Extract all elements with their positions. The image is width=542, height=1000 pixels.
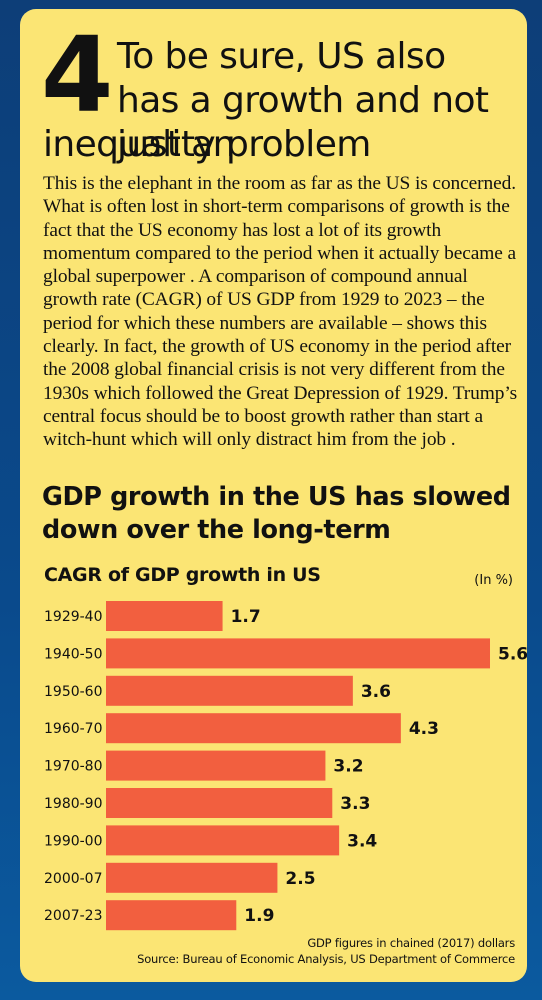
bar — [106, 825, 340, 856]
bar — [106, 601, 223, 631]
category-label: 1970-80 — [44, 759, 103, 775]
footnotes: GDP figures in chained (2017) dollars So… — [137, 935, 515, 967]
bar-value-label: 3.2 — [333, 757, 363, 777]
category-label: 1929-40 — [44, 609, 103, 625]
bar — [106, 638, 490, 669]
headline: To be sure, US also has a growth and not… — [117, 36, 489, 165]
bar — [106, 750, 326, 781]
bar-value-label: 1.9 — [244, 906, 274, 926]
infographic-card: 4 To be sure, US also has a growth and n… — [20, 9, 527, 982]
bar-value-label: 1.7 — [231, 607, 261, 627]
footnote-gdp: GDP figures in chained (2017) dollars — [307, 936, 515, 950]
chart-subtitle: CAGR of GDP growth in US — [44, 564, 321, 586]
body-paragraph: This is the elephant in the room as far … — [43, 173, 518, 451]
bar-value-label: 3.3 — [340, 794, 370, 814]
category-label: 1940-50 — [44, 646, 103, 662]
section-number: 4 — [41, 14, 114, 136]
bar — [106, 900, 237, 931]
bar-value-label: 3.4 — [347, 831, 377, 851]
footnote-source: Source: Bureau of Economic Analysis, US … — [137, 952, 515, 966]
category-label: 2000-07 — [44, 871, 103, 887]
bar-value-label: 4.3 — [409, 719, 439, 739]
bar-value-label: 3.6 — [361, 682, 391, 702]
category-label: 1980-90 — [44, 796, 103, 812]
bar — [106, 862, 278, 893]
bar-value-label: 2.5 — [285, 869, 315, 889]
chart-unit: (In %) — [474, 573, 513, 588]
category-label: 1950-60 — [44, 684, 103, 700]
chart-title: GDP growth in the US has slowed down ove… — [42, 482, 511, 545]
category-label: 1990-00 — [44, 833, 103, 849]
headline-continuation: inequality problem — [43, 124, 371, 165]
bar-chart: 1929-40 1.7 1940-50 5.6 1950-60 3.6 1960-70 4.3… — [44, 601, 527, 931]
bar-value-label: 5.6 — [498, 644, 527, 664]
category-label: 2007-23 — [44, 908, 103, 924]
bar — [106, 713, 401, 744]
bar — [106, 788, 333, 818]
bar — [106, 675, 353, 706]
category-label: 1960-70 — [44, 721, 103, 737]
